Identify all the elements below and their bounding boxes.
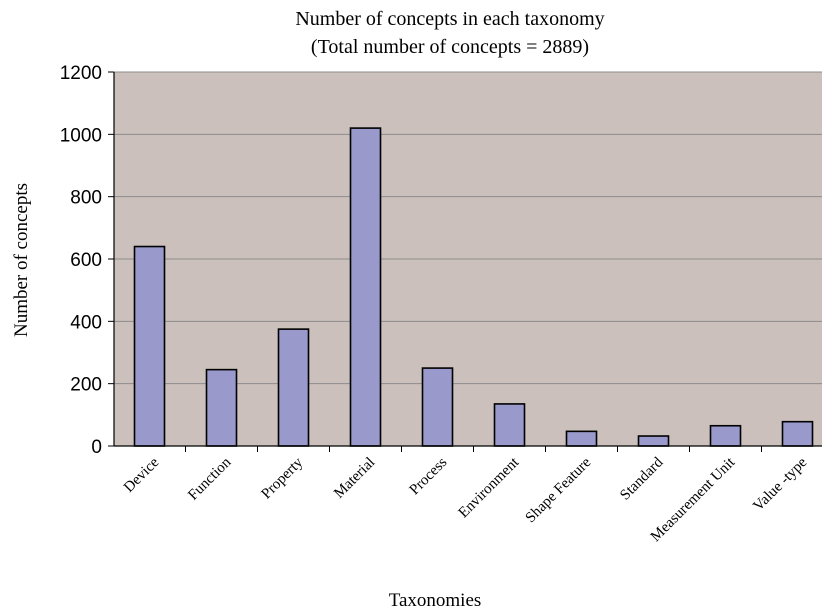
chart-title: Number of concepts in each taxonomy — [295, 8, 604, 30]
x-axis-title: Taxonomies — [389, 590, 482, 611]
x-tick-label: Environment — [456, 454, 523, 521]
axes — [108, 71, 822, 452]
y-tick-label: 600 — [70, 250, 102, 271]
y-tick-label: 200 — [70, 375, 102, 396]
bar-material — [349, 127, 382, 447]
x-tick-label: Value -type — [750, 454, 810, 514]
bar-property — [277, 328, 310, 447]
x-tick-label: Standard — [617, 454, 666, 503]
x-tick-label: Process — [407, 454, 451, 498]
bar-measurement-unit — [709, 424, 742, 447]
x-tick-label: Device — [121, 454, 163, 496]
y-axis-title: Number of concepts — [11, 183, 32, 337]
y-tick-label: 1000 — [60, 125, 102, 146]
bar-value-type — [781, 420, 814, 447]
y-tick-label: 0 — [91, 437, 102, 458]
bar-function — [205, 368, 238, 447]
chart-subtitle: (Total number of concepts = 2889) — [311, 36, 589, 58]
y-tick-label: 400 — [70, 312, 102, 333]
y-tick-labels: 0 200 400 600 800 1000 1200 — [60, 63, 102, 458]
x-tick-label: Property — [258, 454, 306, 502]
x-tick-label: Material — [331, 455, 378, 502]
y-tick-label: 800 — [70, 188, 102, 209]
y-tick-label: 1200 — [60, 63, 102, 84]
x-tick-label: Function — [185, 454, 234, 503]
bar-device — [133, 245, 166, 447]
bar-environment — [493, 403, 526, 447]
x-tick-label: Shape Feature — [523, 454, 595, 526]
x-tick-labels: Device Function Property Material Process Env… — [121, 454, 811, 545]
bar-process — [421, 367, 454, 447]
bar-shape-feature — [565, 430, 598, 447]
bars — [133, 127, 814, 447]
bar-standard — [637, 435, 670, 447]
